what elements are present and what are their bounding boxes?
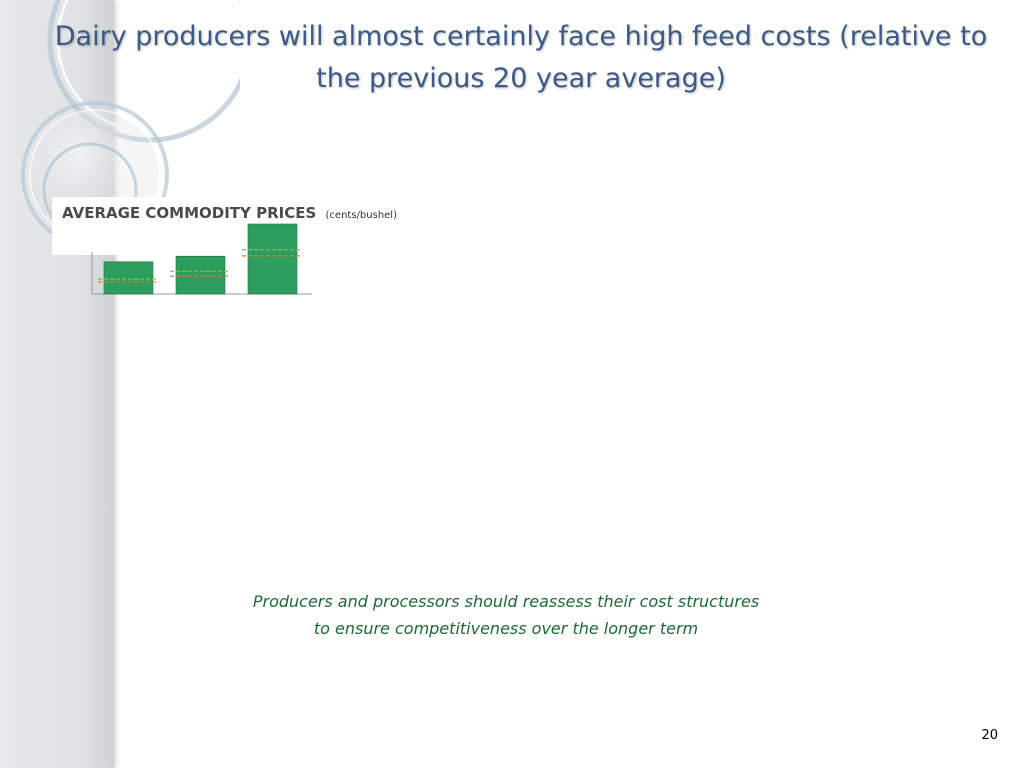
chart-title: AVERAGE COMMODITY PRICES (cents/bushel) [62,204,397,222]
conclusion-note-line-2: to ensure competitiveness over the longe… [313,619,699,638]
chart-unit-label: (cents/bushel) [325,210,397,221]
chart-title-text: AVERAGE COMMODITY PRICES [62,204,317,222]
slide-title: Dairy producers will almost certainly fa… [54,21,988,94]
commodity-price-chart [91,223,312,295]
chart-bar-2 [175,255,226,295]
conclusion-note-line-1: Producers and processors should reassess… [252,592,760,611]
page-number: 20 [981,728,998,743]
chart-bar-1 [103,261,154,295]
conclusion-note: Producers and processors should reassess… [200,588,812,642]
chart-bar-3 [247,223,298,295]
